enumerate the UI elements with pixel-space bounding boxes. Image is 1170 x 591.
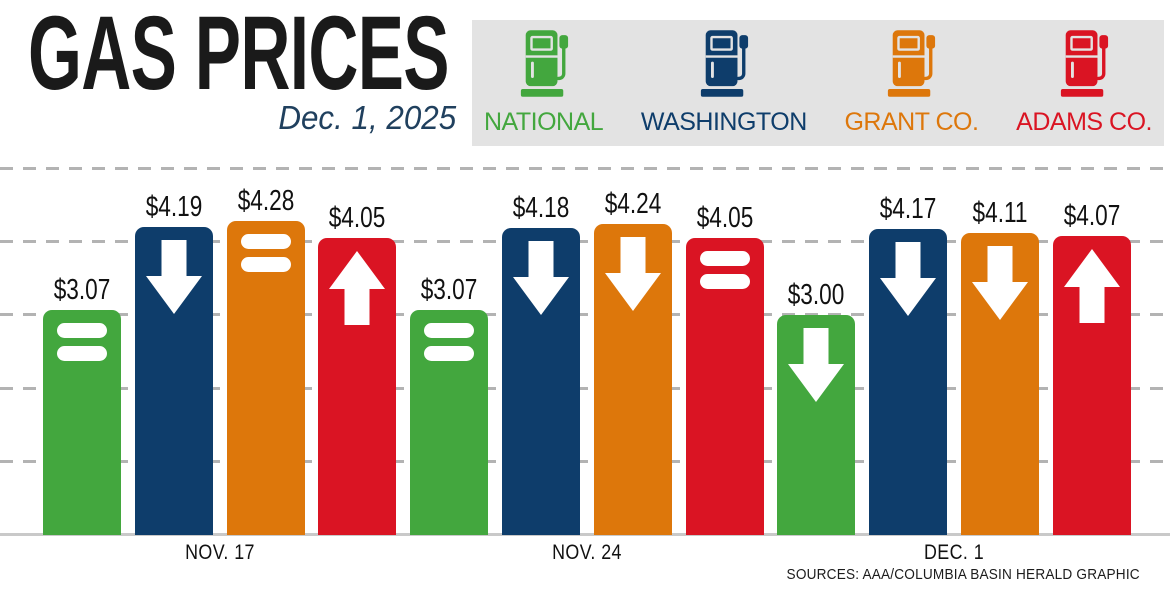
- date-label: Dec. 1, 2025: [0, 99, 456, 136]
- trend-down-icon: [788, 328, 845, 402]
- bar-washington-nov-24: $4.18: [502, 194, 580, 535]
- legend-label: GRANT CO.: [844, 108, 979, 136]
- gridline-5: [0, 166, 1170, 170]
- price-label: $4.07: [1063, 200, 1121, 232]
- bar-grant-co-nov-24: $4.24: [593, 190, 672, 535]
- price-label: $4.17: [879, 193, 937, 225]
- bar-washington-nov-17: $4.19: [134, 193, 213, 535]
- trend-down-icon: [513, 241, 569, 315]
- x-axis-label-text: NOV. 17: [184, 541, 255, 564]
- bar-adams-co-nov-17: $4.05: [318, 204, 397, 535]
- bar-national-dec-1: $3.00: [777, 281, 856, 535]
- legend-label: ADAMS CO.: [1016, 108, 1152, 136]
- gas-pump-icon: [698, 30, 750, 103]
- date-label-text: Dec. 1, 2025: [278, 99, 456, 136]
- trend-steady-icon: [240, 234, 291, 272]
- trend-up-icon: [329, 251, 386, 325]
- legend-label: WASHINGTON: [640, 108, 807, 136]
- trend-down-icon: [880, 242, 937, 316]
- price-label: $4.18: [512, 192, 570, 224]
- gas-pump-icon: [1058, 30, 1110, 103]
- bar-national-nov-17: $3.07: [43, 276, 121, 535]
- gridline-3: [0, 313, 1170, 317]
- price-label: $3.07: [420, 274, 478, 306]
- x-axis-label-text: NOV. 24: [551, 541, 622, 564]
- legend-item-washington: WASHINGTON: [641, 30, 807, 135]
- x-axis-label-text: DEC. 1: [924, 541, 985, 564]
- bar-adams-co-dec-1: $4.07: [1052, 202, 1131, 535]
- trend-steady-icon: [424, 323, 475, 361]
- page-title: GAS PRICES: [28, 0, 666, 112]
- price-label: $4.24: [604, 188, 662, 220]
- x-axis-baseline: [0, 533, 1170, 536]
- gridline-1: [0, 460, 1170, 464]
- trend-down-icon: [604, 237, 661, 311]
- legend-label: NATIONAL: [484, 108, 604, 136]
- price-label: $4.11: [972, 197, 1028, 229]
- source-credit: SOURCES: AAA/COLUMBIA BASIN HERALD GRAPH…: [764, 566, 1140, 584]
- price-label: $4.05: [696, 202, 753, 234]
- x-axis-label-nov-24: NOV. 24: [546, 542, 628, 564]
- trend-steady-icon: [57, 323, 107, 361]
- price-label: $4.19: [145, 191, 203, 223]
- bar-washington-dec-1: $4.17: [869, 195, 948, 535]
- legend-item-adams-co: ADAMS CO.: [1016, 30, 1152, 135]
- x-axis-label-nov-17: NOV. 17: [179, 542, 261, 564]
- price-label: $4.28: [237, 185, 294, 217]
- price-label: $3.00: [788, 279, 845, 311]
- x-axis-label-dec-1: DEC. 1: [919, 542, 990, 564]
- legend-item-national: NATIONAL: [484, 30, 604, 136]
- legend: NATIONAL WASHINGTON GRANT CO. ADAMS CO.: [472, 20, 1164, 146]
- legend-item-grant-co: GRANT CO.: [844, 30, 979, 136]
- bar-grant-co-dec-1: $4.11: [961, 199, 1039, 535]
- gas-pump-icon: [518, 30, 570, 103]
- page-title-text: GAS PRICES: [28, 0, 450, 112]
- gridline-4: [0, 239, 1170, 243]
- trend-down-icon: [145, 240, 202, 314]
- price-label: $3.07: [53, 274, 111, 306]
- price-label: $4.05: [329, 202, 386, 234]
- trend-steady-icon: [699, 251, 750, 289]
- bar-national-nov-24: $3.07: [410, 276, 489, 535]
- gas-pump-icon: [885, 30, 937, 103]
- gridline-2: [0, 386, 1170, 390]
- trend-up-icon: [1063, 249, 1120, 323]
- trend-down-icon: [972, 246, 1028, 320]
- source-credit-text: SOURCES: AAA/COLUMBIA BASIN HERALD GRAPH…: [786, 567, 1140, 583]
- bar-grant-co-nov-17: $4.28: [226, 187, 305, 535]
- bar-adams-co-nov-24: $4.05: [685, 204, 764, 535]
